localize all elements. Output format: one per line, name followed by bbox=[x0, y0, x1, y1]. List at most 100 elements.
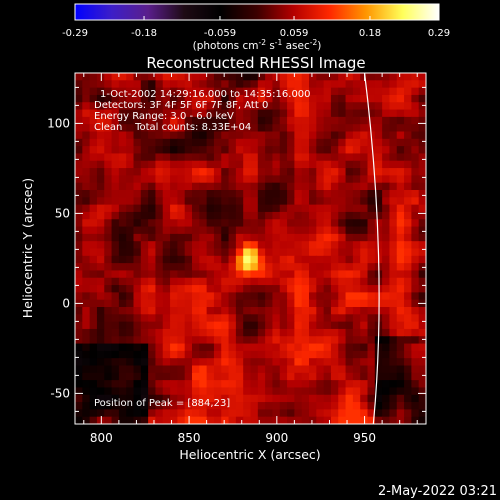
heatmap-cell bbox=[294, 358, 303, 367]
annotation-peak-position: Position of Peak = [884,23] bbox=[94, 398, 230, 409]
heatmap-cell bbox=[213, 402, 222, 410]
heatmap-cell bbox=[177, 124, 186, 133]
heatmap-cell bbox=[96, 211, 105, 220]
heatmap-cell bbox=[111, 248, 120, 257]
heatmap-cell bbox=[192, 219, 200, 228]
heatmap-cell bbox=[111, 314, 120, 323]
heatmap-cell bbox=[367, 109, 376, 118]
heatmap-cell bbox=[323, 328, 332, 337]
heatmap-cell bbox=[162, 387, 171, 396]
heatmap-cell bbox=[330, 285, 339, 293]
heatmap-cell bbox=[155, 190, 164, 198]
heatmap-cell bbox=[155, 109, 164, 118]
heatmap-cell bbox=[118, 73, 127, 81]
heatmap-cell bbox=[411, 372, 420, 381]
heatmap-cell bbox=[243, 80, 252, 89]
heatmap-cell bbox=[89, 94, 98, 103]
heatmap-cell bbox=[118, 343, 127, 352]
heatmap-cell bbox=[228, 131, 237, 140]
heatmap-cell bbox=[382, 365, 391, 374]
heatmap-cell bbox=[155, 343, 164, 352]
heatmap-cell bbox=[338, 350, 347, 359]
heatmap-cell bbox=[221, 270, 230, 279]
heatmap-cell bbox=[338, 160, 347, 169]
heatmap-cell bbox=[257, 102, 266, 111]
heatmap-cell bbox=[257, 146, 266, 155]
heatmap-cell bbox=[243, 328, 252, 337]
heatmap-cell bbox=[155, 336, 164, 345]
heatmap-cell bbox=[294, 73, 303, 81]
heatmap-cell bbox=[82, 372, 91, 381]
heatmap-cell bbox=[316, 241, 325, 250]
heatmap-cell bbox=[279, 168, 288, 176]
heatmap-cell bbox=[316, 146, 325, 155]
heatmap-cell bbox=[126, 102, 135, 111]
heatmap-cell bbox=[162, 226, 171, 235]
heatmap-cell bbox=[250, 350, 259, 359]
heatmap-cell bbox=[330, 248, 339, 257]
heatmap-cell bbox=[155, 314, 164, 323]
heatmap-cell bbox=[104, 160, 113, 169]
heatmap-cell bbox=[170, 211, 178, 220]
heatmap-cell bbox=[418, 146, 426, 155]
heatmap-cell bbox=[126, 307, 135, 315]
heatmap-cell bbox=[75, 233, 83, 242]
heatmap-cell bbox=[330, 182, 339, 191]
heatmap-cell bbox=[367, 204, 376, 213]
heatmap-cell bbox=[330, 358, 339, 367]
heatmap-cell bbox=[126, 292, 135, 301]
heatmap-cell bbox=[177, 160, 186, 169]
heatmap-cell bbox=[265, 263, 274, 272]
heatmap-cell bbox=[221, 87, 230, 96]
heatmap-cell bbox=[104, 285, 113, 293]
heatmap-cell bbox=[279, 365, 288, 374]
heatmap-cell bbox=[192, 277, 200, 286]
heatmap-cell bbox=[279, 211, 288, 220]
heatmap-cell bbox=[279, 372, 288, 381]
heatmap-cell bbox=[140, 277, 149, 286]
heatmap-cell bbox=[89, 299, 98, 308]
heatmap-cell bbox=[257, 124, 266, 133]
heatmap-cell bbox=[316, 314, 325, 323]
heatmap-cell bbox=[96, 219, 105, 228]
heatmap-cell bbox=[411, 365, 420, 374]
heatmap-cell bbox=[316, 160, 325, 169]
heatmap-cell bbox=[111, 387, 120, 396]
heatmap-cell bbox=[118, 131, 127, 140]
heatmap-cell bbox=[170, 336, 178, 345]
heatmap-cell bbox=[396, 416, 405, 424]
heatmap-cell bbox=[148, 372, 157, 381]
heatmap-cell bbox=[404, 124, 412, 133]
heatmap-cell bbox=[257, 190, 266, 198]
heatmap-cell bbox=[140, 402, 149, 410]
heatmap-cell bbox=[118, 255, 127, 264]
heatmap-cell bbox=[396, 116, 405, 125]
heatmap-cell bbox=[75, 219, 83, 228]
heatmap-cell bbox=[118, 416, 127, 424]
heatmap-cell bbox=[367, 87, 376, 96]
heatmap-cell bbox=[170, 285, 178, 293]
x-tick-label: 850 bbox=[178, 431, 201, 445]
heatmap-cell bbox=[338, 263, 347, 272]
heatmap-cell bbox=[177, 204, 186, 213]
heatmap-cell bbox=[396, 270, 405, 279]
heatmap-cell bbox=[140, 394, 149, 403]
heatmap-cell bbox=[96, 328, 105, 337]
heatmap-cell bbox=[140, 226, 149, 235]
heatmap-cell bbox=[309, 336, 317, 345]
heatmap-cell bbox=[345, 102, 354, 111]
heatmap-cell bbox=[345, 153, 354, 162]
heatmap-cell bbox=[309, 94, 317, 103]
heatmap-cell bbox=[294, 211, 303, 220]
heatmap-cell bbox=[126, 124, 135, 133]
heatmap-cell bbox=[396, 190, 405, 198]
heatmap-cell bbox=[75, 285, 83, 293]
heatmap-cell bbox=[155, 285, 164, 293]
heatmap-cell bbox=[170, 270, 178, 279]
heatmap-cell bbox=[396, 87, 405, 96]
heatmap-cell bbox=[279, 299, 288, 308]
heatmap-cell bbox=[316, 350, 325, 359]
heatmap-cell bbox=[265, 175, 274, 184]
heatmap-cell bbox=[118, 175, 127, 184]
